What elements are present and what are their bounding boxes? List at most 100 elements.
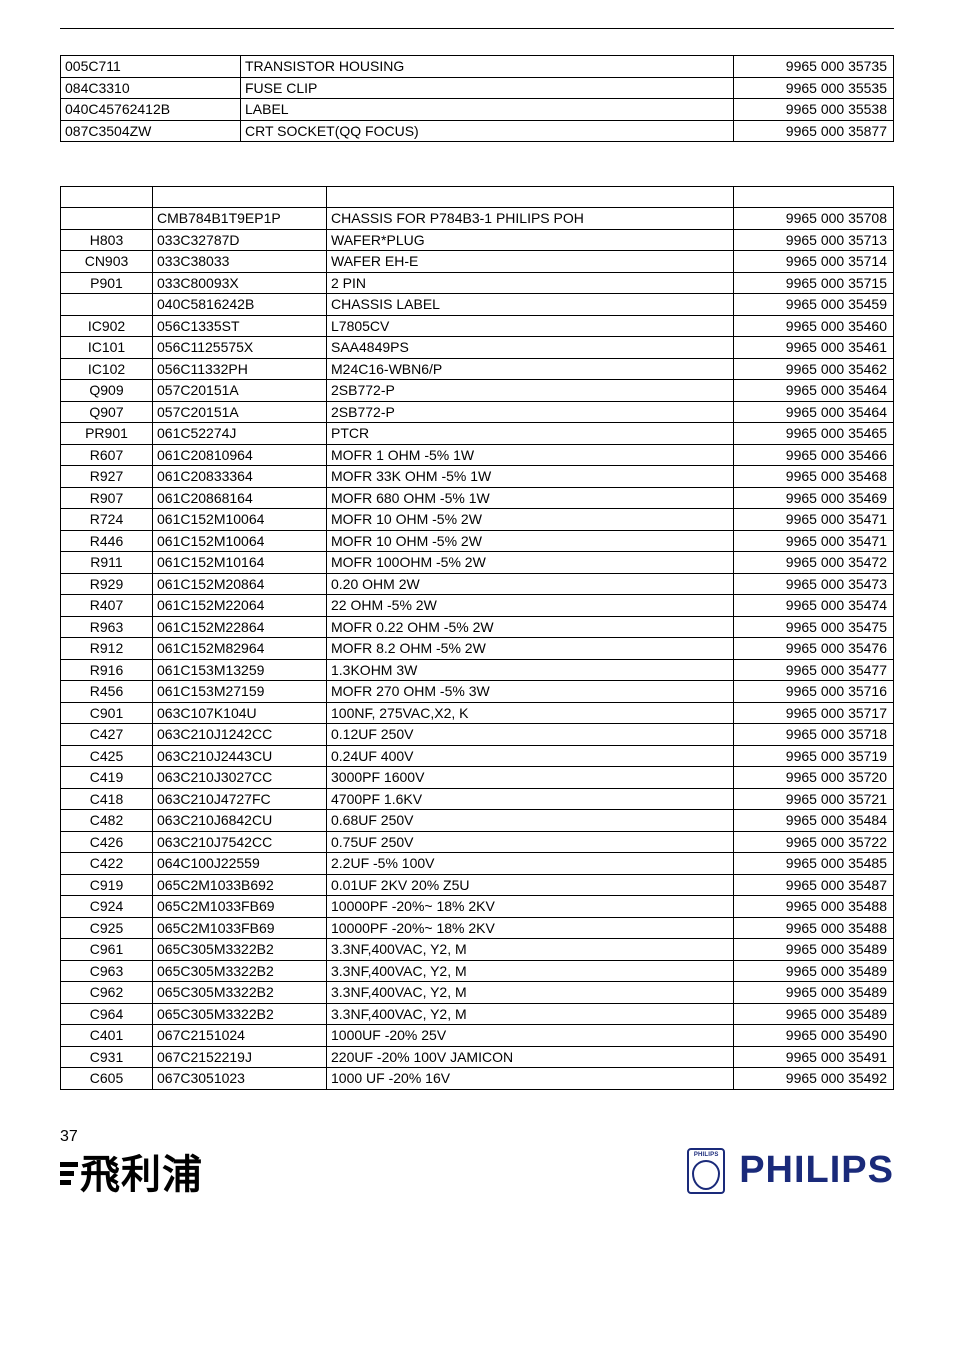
table-cell: 9965 000 35490 xyxy=(734,1025,894,1047)
table-cell: MOFR 270 OHM -5% 3W xyxy=(327,681,734,703)
table-cell: 9965 000 35460 xyxy=(734,315,894,337)
table-cell: 9965 000 35466 xyxy=(734,444,894,466)
table-row: C422064C100J225592.2UF -5% 100V9965 000 … xyxy=(61,853,894,875)
table-row: C401067C21510241000UF -20% 25V9965 000 3… xyxy=(61,1025,894,1047)
table-row: R911061C152M10164MOFR 100OHM -5% 2W9965 … xyxy=(61,552,894,574)
table-cell: C482 xyxy=(61,810,153,832)
table-cell: R929 xyxy=(61,573,153,595)
table-cell: Q907 xyxy=(61,401,153,423)
table-cell: M24C16-WBN6/P xyxy=(327,358,734,380)
shield-shape-icon xyxy=(692,1160,720,1190)
table-cell: 063C210J4727FC xyxy=(153,788,327,810)
table-cell: C425 xyxy=(61,745,153,767)
table-cell: 063C107K104U xyxy=(153,702,327,724)
table-cell: 065C305M3322B2 xyxy=(153,1003,327,1025)
table-cell: 033C38033 xyxy=(153,251,327,273)
table-cell: 0.12UF 250V xyxy=(327,724,734,746)
table-cell: 033C80093X xyxy=(153,272,327,294)
table-row: R607061C20810964MOFR 1 OHM -5% 1W9965 00… xyxy=(61,444,894,466)
table-cell: CN903 xyxy=(61,251,153,273)
table-cell: TRANSISTOR HOUSING xyxy=(241,56,734,78)
table-cell: CHASSIS LABEL xyxy=(327,294,734,316)
table-cell: 9965 000 35477 xyxy=(734,659,894,681)
brand-bars-icon xyxy=(60,1162,78,1185)
table-cell: 063C210J2443CU xyxy=(153,745,327,767)
table-cell: 9965 000 35469 xyxy=(734,487,894,509)
footer-right: PHILIPS PHILIPS xyxy=(687,1148,894,1194)
table-cell xyxy=(61,187,153,208)
philips-wordmark: PHILIPS xyxy=(739,1149,894,1192)
table-cell xyxy=(327,187,734,208)
table-cell xyxy=(734,187,894,208)
table-cell: R912 xyxy=(61,638,153,660)
table-cell: R607 xyxy=(61,444,153,466)
table-cell: 3.3NF,400VAC, Y2, M xyxy=(327,939,734,961)
table-cell: 9965 000 35735 xyxy=(734,56,894,78)
table-cell: 063C210J7542CC xyxy=(153,831,327,853)
table-cell: 220UF -20% 100V JAMICON xyxy=(327,1046,734,1068)
table-cell: 9965 000 35492 xyxy=(734,1068,894,1090)
table-cell: 084C3310 xyxy=(61,77,241,99)
table-cell: 061C152M22064 xyxy=(153,595,327,617)
table-row: IC101056C1125575XSAA4849PS9965 000 35461 xyxy=(61,337,894,359)
badge-text: PHILIPS xyxy=(694,1152,719,1158)
table-cell: 056C11332PH xyxy=(153,358,327,380)
table-cell: LABEL xyxy=(241,99,734,121)
table-cell: R907 xyxy=(61,487,153,509)
table-cell: 064C100J22559 xyxy=(153,853,327,875)
table-cell: 065C2M1033B692 xyxy=(153,874,327,896)
table-row: R929061C152M208640.20 OHM 2W9965 000 354… xyxy=(61,573,894,595)
table-cell: 9965 000 35718 xyxy=(734,724,894,746)
table-cell: C418 xyxy=(61,788,153,810)
table-cell: 9965 000 35488 xyxy=(734,917,894,939)
table-row: C963065C305M3322B23.3NF,400VAC, Y2, M996… xyxy=(61,960,894,982)
table-row: C919065C2M1033B6920.01UF 2KV 20% Z5U9965… xyxy=(61,874,894,896)
table-cell: 061C152M10064 xyxy=(153,509,327,531)
table-row: R963061C152M22864MOFR 0.22 OHM -5% 2W996… xyxy=(61,616,894,638)
table-cell xyxy=(153,187,327,208)
table-cell: C422 xyxy=(61,853,153,875)
table-cell: 057C20151A xyxy=(153,380,327,402)
table-cell: R963 xyxy=(61,616,153,638)
table-cell: 2.2UF -5% 100V xyxy=(327,853,734,875)
table-cell: C605 xyxy=(61,1068,153,1090)
table-cell: R407 xyxy=(61,595,153,617)
table-cell xyxy=(61,208,153,230)
table-cell: IC902 xyxy=(61,315,153,337)
table-cell: C924 xyxy=(61,896,153,918)
table-row: C427063C210J1242CC0.12UF 250V9965 000 35… xyxy=(61,724,894,746)
table-cell: 9965 000 35720 xyxy=(734,767,894,789)
table-cell: 061C20833364 xyxy=(153,466,327,488)
table-cell: H803 xyxy=(61,229,153,251)
table-cell: 056C1125575X xyxy=(153,337,327,359)
table-cell: 9965 000 35487 xyxy=(734,874,894,896)
table-cell: 9965 000 35489 xyxy=(734,939,894,961)
table-cell: 1.3KOHM 3W xyxy=(327,659,734,681)
table-row: C962065C305M3322B23.3NF,400VAC, Y2, M996… xyxy=(61,982,894,1004)
table-cell: 061C20810964 xyxy=(153,444,327,466)
table-cell: MOFR 10 OHM -5% 2W xyxy=(327,509,734,531)
table-cell: 3.3NF,400VAC, Y2, M xyxy=(327,1003,734,1025)
table-cell: 3.3NF,400VAC, Y2, M xyxy=(327,982,734,1004)
table-cell: Q909 xyxy=(61,380,153,402)
brand-cn-text: 飛利浦 xyxy=(80,1142,203,1200)
table-row xyxy=(61,187,894,208)
table-cell: CHASSIS FOR P784B3-1 PHILIPS POH xyxy=(327,208,734,230)
table-cell: MOFR 680 OHM -5% 1W xyxy=(327,487,734,509)
table-row: C482063C210J6842CU0.68UF 250V9965 000 35… xyxy=(61,810,894,832)
table-row: R456061C153M27159MOFR 270 OHM -5% 3W9965… xyxy=(61,681,894,703)
table-cell: 9965 000 35491 xyxy=(734,1046,894,1068)
table-cell: 0.01UF 2KV 20% Z5U xyxy=(327,874,734,896)
table-row: C605067C30510231000 UF -20% 16V9965 000 … xyxy=(61,1068,894,1090)
table-cell: 9965 000 35877 xyxy=(734,120,894,142)
table-row: R407061C152M2206422 OHM -5% 2W9965 000 3… xyxy=(61,595,894,617)
table-cell: L7805CV xyxy=(327,315,734,337)
table-cell: 9965 000 35484 xyxy=(734,810,894,832)
table-row: IC902056C1335STL7805CV9965 000 35460 xyxy=(61,315,894,337)
table-cell: 061C152M82964 xyxy=(153,638,327,660)
table-cell: 061C152M20864 xyxy=(153,573,327,595)
table-cell: 087C3504ZW xyxy=(61,120,241,142)
table-cell: 0.24UF 400V xyxy=(327,745,734,767)
table-cell: 9965 000 35468 xyxy=(734,466,894,488)
table-cell: P901 xyxy=(61,272,153,294)
